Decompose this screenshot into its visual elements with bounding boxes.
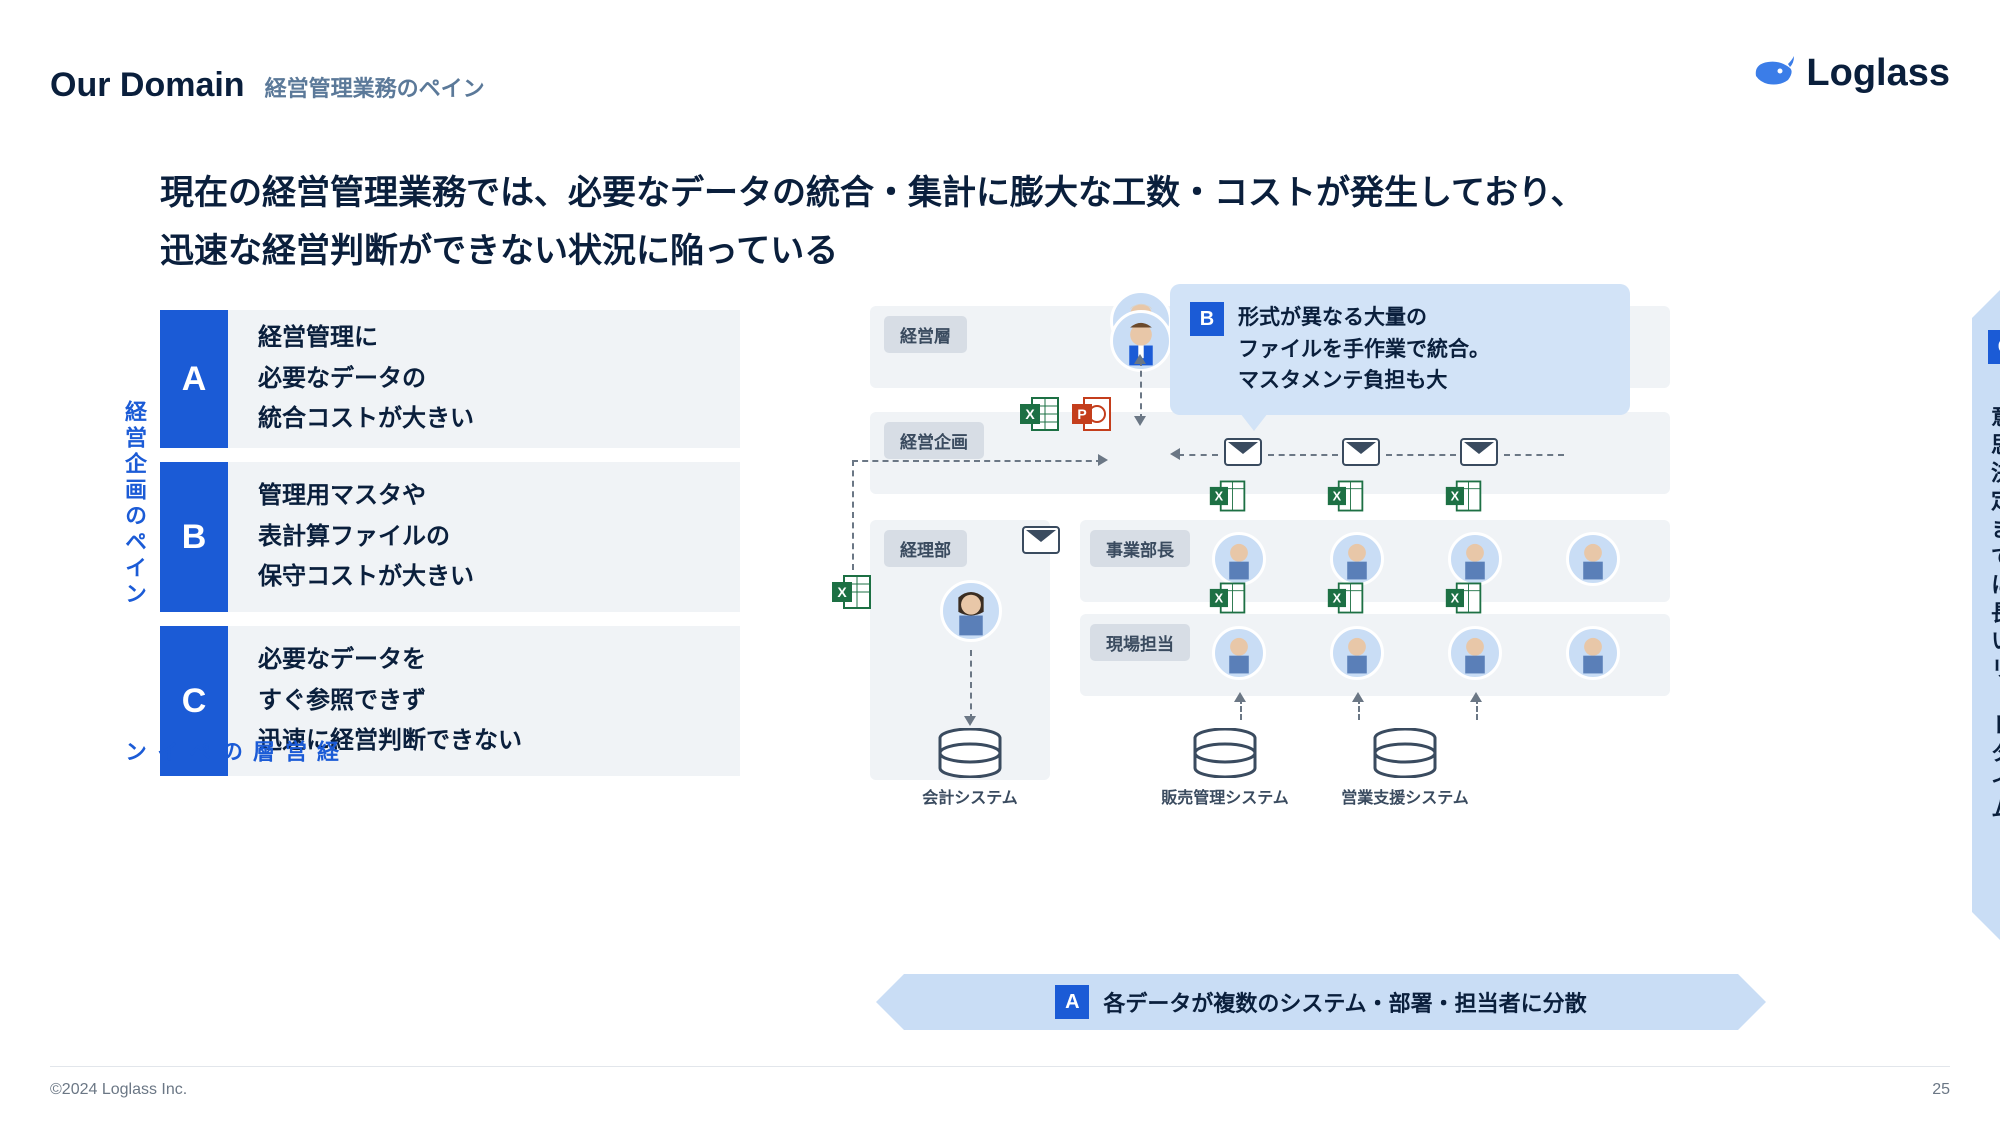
diagram: 経営層 経営企画 経理部 事業部長 現場担当 X P X X X X X X X <box>790 310 1850 960</box>
connector <box>1178 454 1218 456</box>
db-label-eigyo: 営業支援システム <box>1340 784 1470 808</box>
avatar-accounting <box>940 580 1002 642</box>
connector <box>852 460 1102 462</box>
excel-icon: X <box>1444 578 1484 618</box>
copyright: ©2024 Loglass Inc. <box>50 1081 187 1099</box>
excel-icon: X <box>1326 476 1366 516</box>
headline: 現在の経営管理業務では、必要なデータの統合・集計に膨大な工数・コストが発生してお… <box>160 165 1920 281</box>
powerpoint-icon: P <box>1070 392 1114 436</box>
header: Our Domain 経営管理業務のペイン Loglass <box>50 50 1950 105</box>
right-arrow: 意思決定までに長いリードタイム <box>1972 290 2000 940</box>
arrow-icon <box>1352 692 1364 702</box>
svg-text:X: X <box>1333 591 1342 606</box>
avatar-gb3 <box>1448 626 1502 680</box>
label-keieiso: 経営層 <box>884 316 967 353</box>
mail-icon <box>1460 438 1498 466</box>
svg-text:X: X <box>1333 489 1342 504</box>
arrow-icon <box>1098 454 1108 466</box>
excel-icon: X <box>830 570 874 614</box>
svg-text:X: X <box>837 584 847 600</box>
page-number: 25 <box>1932 1081 1950 1099</box>
header-left: Our Domain 経営管理業務のペイン <box>50 66 485 105</box>
excel-icon: X <box>1208 476 1248 516</box>
callout-badge-b: B <box>1190 302 1224 336</box>
avatar-gb4 <box>1566 626 1620 680</box>
label-genba: 現場担当 <box>1090 624 1190 661</box>
avatar-gb1 <box>1212 626 1266 680</box>
title-sub: 経営管理業務のペイン <box>265 71 485 103</box>
title-main: Our Domain <box>50 66 245 105</box>
mail-icon <box>1022 526 1060 554</box>
connector <box>970 650 972 720</box>
svg-text:X: X <box>1215 591 1224 606</box>
left-panel: 経営企画のペイン 経営層のペイン A 経営管理に 必要なデータの 統合コストが大… <box>160 310 740 790</box>
pain-row-b: B 管理用マスタや 表計算ファイルの 保守コストが大きい <box>160 462 740 612</box>
vertical-label-planning: 経営企画のペイン <box>118 400 150 608</box>
connector <box>852 460 854 570</box>
footer: ©2024 Loglass Inc. 25 <box>50 1066 1950 1099</box>
label-jigyobucho: 事業部長 <box>1090 530 1190 567</box>
bottom-arrow: A 各データが複数のシステム・部署・担当者に分散 <box>876 974 1766 1030</box>
arrow-icon <box>1170 448 1180 460</box>
logo-text: Loglass <box>1806 52 1950 95</box>
avatar-bu4 <box>1566 532 1620 586</box>
excel-icon: X <box>1326 578 1366 618</box>
db-label-kaikei: 会計システム <box>920 784 1020 808</box>
excel-icon: X <box>1018 392 1062 436</box>
right-badge-c: C <box>1988 330 2000 364</box>
pain-text-b: 管理用マスタや 表計算ファイルの 保守コストが大きい <box>228 462 740 612</box>
connector <box>1386 454 1456 456</box>
box-keieikikaku <box>870 412 1670 494</box>
db-label-hanbai: 販売管理システム <box>1160 784 1290 808</box>
label-keieikikaku: 経営企画 <box>884 422 984 459</box>
svg-text:X: X <box>1215 489 1224 504</box>
svg-text:P: P <box>1077 406 1086 422</box>
pain-badge-b: B <box>160 462 228 612</box>
database-icon <box>1190 728 1260 778</box>
connector <box>1140 360 1142 420</box>
svg-text:X: X <box>1451 489 1460 504</box>
connector <box>1504 454 1564 456</box>
label-keiribu: 経理部 <box>884 530 967 567</box>
arrow-icon <box>1134 416 1146 426</box>
connector <box>1268 454 1338 456</box>
arrow-icon <box>1470 692 1482 702</box>
arrow-icon <box>964 716 976 726</box>
pain-row-a: A 経営管理に 必要なデータの 統合コストが大きい <box>160 310 740 448</box>
arrow-icon <box>1234 692 1246 702</box>
database-icon <box>935 728 1005 778</box>
callout-text-b: 形式が異なる大量の ファイルを手作業で統合。 マスタメンテ負担も大 <box>1238 302 1490 397</box>
bottom-text: 各データが複数のシステム・部署・担当者に分散 <box>1103 986 1586 1018</box>
arrow-icon <box>1134 354 1146 364</box>
whale-icon <box>1750 50 1796 96</box>
vertical-label-executive: 経営層のペイン <box>118 740 342 790</box>
excel-icon: X <box>1208 578 1248 618</box>
pain-text-a: 経営管理に 必要なデータの 統合コストが大きい <box>228 310 740 448</box>
right-text: 意思決定までに長いリードタイム <box>1984 405 2000 825</box>
logo: Loglass <box>1750 50 1950 96</box>
mail-icon <box>1342 438 1380 466</box>
svg-text:X: X <box>1451 591 1460 606</box>
mail-icon <box>1224 438 1262 466</box>
pain-badge-a: A <box>160 310 228 448</box>
callout-b: B 形式が異なる大量の ファイルを手作業で統合。 マスタメンテ負担も大 <box>1170 284 1630 415</box>
excel-icon: X <box>1444 476 1484 516</box>
database-icon <box>1370 728 1440 778</box>
bottom-badge-a: A <box>1055 985 1089 1019</box>
svg-text:X: X <box>1025 406 1035 422</box>
avatar-gb2 <box>1330 626 1384 680</box>
